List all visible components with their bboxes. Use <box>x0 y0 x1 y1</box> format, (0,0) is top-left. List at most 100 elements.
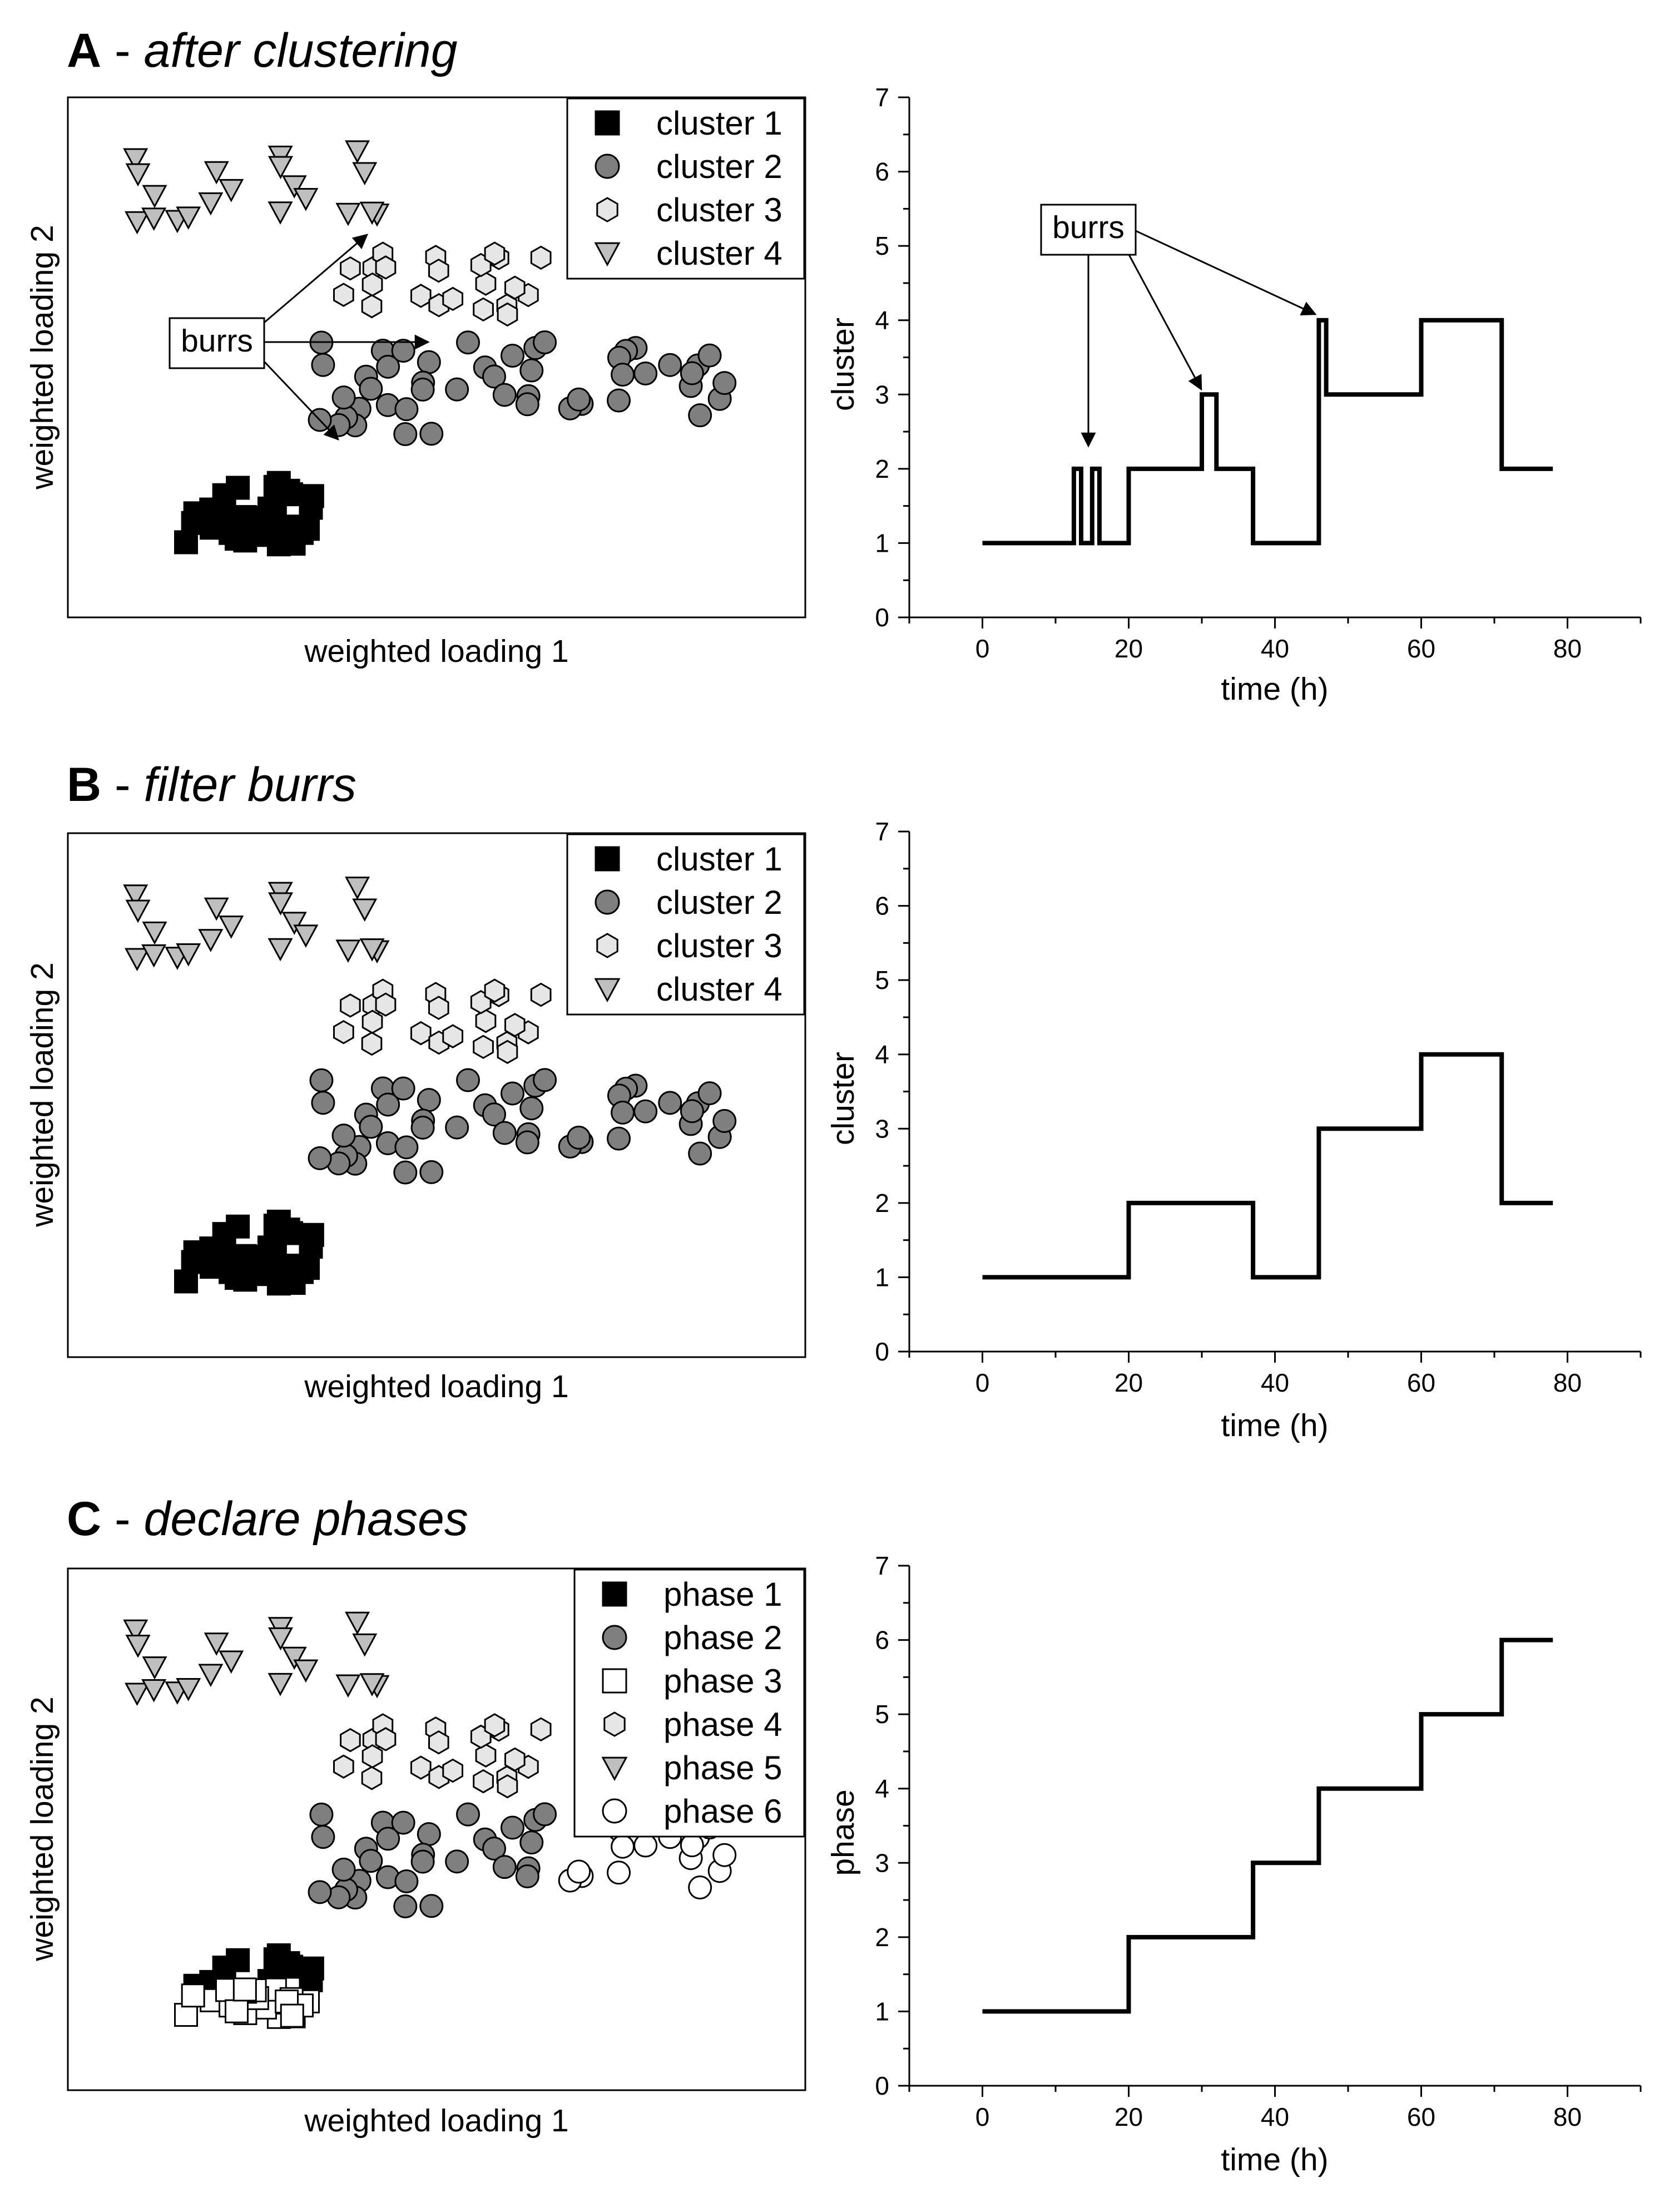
x-tick-label: 60 <box>1407 1368 1435 1397</box>
scatter-point <box>340 1728 361 1753</box>
scatter-point <box>281 912 307 936</box>
scatter-point <box>497 302 518 327</box>
legend-label: cluster 2 <box>656 148 782 185</box>
scatter-point <box>219 916 244 939</box>
scatter-point <box>680 1099 704 1124</box>
scatter-point <box>335 939 361 963</box>
scatter-point <box>293 187 319 211</box>
x-tick-label: 80 <box>1553 634 1582 663</box>
scatter-point <box>335 1674 361 1698</box>
legend-marker <box>595 889 620 915</box>
scatter-points-a <box>123 140 737 557</box>
scatter-point <box>456 1068 481 1092</box>
scatter-point <box>410 1021 432 1046</box>
scatter-point <box>712 1109 737 1133</box>
y-tick-label: 2 <box>875 454 889 483</box>
scatter-point <box>226 1214 250 1239</box>
scatter-point <box>333 1754 354 1779</box>
scatter-point <box>688 403 712 428</box>
scatter-point <box>359 938 385 962</box>
scatter-point <box>410 1755 432 1780</box>
scatter-point <box>680 361 704 385</box>
scatter-point <box>142 921 167 945</box>
y-tick-label: 3 <box>875 1114 889 1143</box>
x-tick-label: 0 <box>975 2102 990 2131</box>
scatter-point <box>361 1744 383 1769</box>
scatter-point <box>712 371 737 395</box>
scatter-point <box>393 422 418 447</box>
panel-b-title: B - filter burrs <box>67 758 356 811</box>
scatter-point <box>482 364 507 389</box>
scatter-point <box>331 1124 356 1148</box>
legend-frame <box>573 1568 805 1838</box>
scatter-point <box>352 162 378 186</box>
scatter-point <box>232 1977 257 2002</box>
scatter-point <box>331 1857 356 1882</box>
scatter-point <box>484 1713 506 1738</box>
panel-a: A - after clustering weighted loading 1 … <box>24 24 1642 707</box>
scatter-point <box>359 1849 383 1873</box>
scatter-point <box>361 272 383 297</box>
scatter-point <box>340 256 361 281</box>
scatter-point <box>410 1115 435 1140</box>
legend-label: cluster 3 <box>656 191 782 229</box>
scatter-ylabel-b: weighted loading 2 <box>24 962 60 1227</box>
y-tick-label: 6 <box>875 157 889 186</box>
scatter-point <box>658 1091 682 1115</box>
legend-label: cluster 4 <box>656 971 782 1008</box>
burrs-step-arrow-3 <box>1135 230 1317 316</box>
scatter-point <box>567 1125 591 1150</box>
y-tick-label: 4 <box>875 1774 889 1803</box>
scatter-point <box>393 1894 418 1918</box>
scatter-point <box>530 245 552 270</box>
scatter-point <box>345 1611 370 1635</box>
scatter-point <box>515 1130 539 1155</box>
x-tick-label: 20 <box>1115 2102 1143 2131</box>
scatter-point <box>204 897 229 921</box>
scatter-point <box>268 1627 294 1651</box>
scatter-point <box>475 1743 497 1768</box>
x-tick-label: 60 <box>1407 634 1435 663</box>
y-tick-label: 5 <box>875 966 889 994</box>
scatter-point <box>515 392 539 417</box>
scatter-point <box>428 258 449 283</box>
scatter-point <box>428 1730 449 1755</box>
scatter-point <box>141 207 167 231</box>
scatter-point <box>219 179 244 202</box>
scatter-xlabel-c: weighted loading 1 <box>304 2103 568 2139</box>
scatter-point <box>199 497 224 522</box>
scatter-point <box>333 283 354 307</box>
burrs-box-scatter <box>169 317 265 369</box>
y-tick-label: 0 <box>875 603 889 632</box>
burrs-arrow-3 <box>263 360 339 441</box>
y-tick-label: 3 <box>875 1848 889 1877</box>
scatter-point <box>181 1983 205 2008</box>
legend-marker <box>595 846 620 872</box>
legend-label: cluster 1 <box>656 105 782 142</box>
scatter-points-c <box>123 1611 737 2029</box>
scatter-point <box>352 898 378 922</box>
scatter-point <box>611 363 635 387</box>
scatter-point <box>497 1774 518 1799</box>
scatter-point <box>394 1135 419 1160</box>
scatter-point <box>475 271 497 296</box>
scatter-point <box>484 978 506 1003</box>
scatter-point <box>219 1650 244 1674</box>
scatter-point <box>519 358 544 383</box>
scatter-point <box>394 397 419 422</box>
scatter-point <box>224 1999 249 2023</box>
scatter-point <box>361 294 383 319</box>
scatter-point <box>417 350 441 374</box>
scatter-xlabel-a: weighted loading 1 <box>304 634 568 669</box>
scatter-point <box>176 943 201 967</box>
y-tick-label: 4 <box>875 1040 889 1069</box>
scatter-point <box>419 1894 444 1918</box>
panel-c: C - declare phases weighted loading 1 we… <box>24 1492 1642 2178</box>
scatter-point <box>281 1646 307 1670</box>
scatter-point <box>198 1664 224 1688</box>
scatter-plot-a: weighted loading 1 weighted loading 2 cl… <box>24 96 806 669</box>
y-tick-label: 6 <box>875 892 889 921</box>
scatter-points-b <box>123 877 737 1296</box>
scatter-point <box>335 202 361 226</box>
